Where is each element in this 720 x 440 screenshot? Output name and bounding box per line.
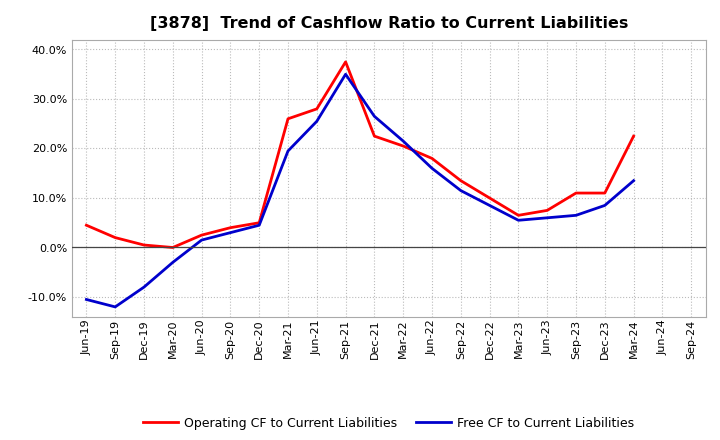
Operating CF to Current Liabilities bbox=[572, 191, 580, 196]
Operating CF to Current Liabilities bbox=[82, 223, 91, 228]
Free CF to Current Liabilities bbox=[543, 215, 552, 220]
Operating CF to Current Liabilities bbox=[255, 220, 264, 225]
Operating CF to Current Liabilities bbox=[140, 242, 148, 248]
Free CF to Current Liabilities bbox=[82, 297, 91, 302]
Operating CF to Current Liabilities bbox=[197, 232, 206, 238]
Free CF to Current Liabilities bbox=[572, 213, 580, 218]
Free CF to Current Liabilities bbox=[370, 114, 379, 119]
Free CF to Current Liabilities bbox=[226, 230, 235, 235]
Free CF to Current Liabilities bbox=[168, 260, 177, 265]
Free CF to Current Liabilities bbox=[629, 178, 638, 183]
Free CF to Current Liabilities bbox=[341, 72, 350, 77]
Free CF to Current Liabilities bbox=[600, 203, 609, 208]
Free CF to Current Liabilities bbox=[312, 119, 321, 124]
Free CF to Current Liabilities bbox=[399, 139, 408, 144]
Free CF to Current Liabilities bbox=[255, 223, 264, 228]
Legend: Operating CF to Current Liabilities, Free CF to Current Liabilities: Operating CF to Current Liabilities, Fre… bbox=[138, 412, 639, 435]
Free CF to Current Liabilities bbox=[140, 284, 148, 290]
Operating CF to Current Liabilities bbox=[456, 178, 465, 183]
Operating CF to Current Liabilities bbox=[341, 59, 350, 65]
Free CF to Current Liabilities bbox=[485, 203, 494, 208]
Operating CF to Current Liabilities bbox=[485, 195, 494, 201]
Operating CF to Current Liabilities bbox=[600, 191, 609, 196]
Line: Operating CF to Current Liabilities: Operating CF to Current Liabilities bbox=[86, 62, 634, 247]
Operating CF to Current Liabilities bbox=[543, 208, 552, 213]
Operating CF to Current Liabilities bbox=[226, 225, 235, 230]
Operating CF to Current Liabilities bbox=[312, 106, 321, 111]
Operating CF to Current Liabilities bbox=[629, 133, 638, 139]
Free CF to Current Liabilities bbox=[428, 165, 436, 171]
Operating CF to Current Liabilities bbox=[284, 116, 292, 121]
Operating CF to Current Liabilities bbox=[168, 245, 177, 250]
Free CF to Current Liabilities bbox=[456, 188, 465, 193]
Free CF to Current Liabilities bbox=[197, 238, 206, 243]
Line: Free CF to Current Liabilities: Free CF to Current Liabilities bbox=[86, 74, 634, 307]
Operating CF to Current Liabilities bbox=[399, 143, 408, 149]
Free CF to Current Liabilities bbox=[111, 304, 120, 309]
Operating CF to Current Liabilities bbox=[111, 235, 120, 240]
Operating CF to Current Liabilities bbox=[370, 133, 379, 139]
Free CF to Current Liabilities bbox=[284, 148, 292, 154]
Operating CF to Current Liabilities bbox=[428, 156, 436, 161]
Free CF to Current Liabilities bbox=[514, 218, 523, 223]
Title: [3878]  Trend of Cashflow Ratio to Current Liabilities: [3878] Trend of Cashflow Ratio to Curren… bbox=[150, 16, 628, 32]
Operating CF to Current Liabilities bbox=[514, 213, 523, 218]
